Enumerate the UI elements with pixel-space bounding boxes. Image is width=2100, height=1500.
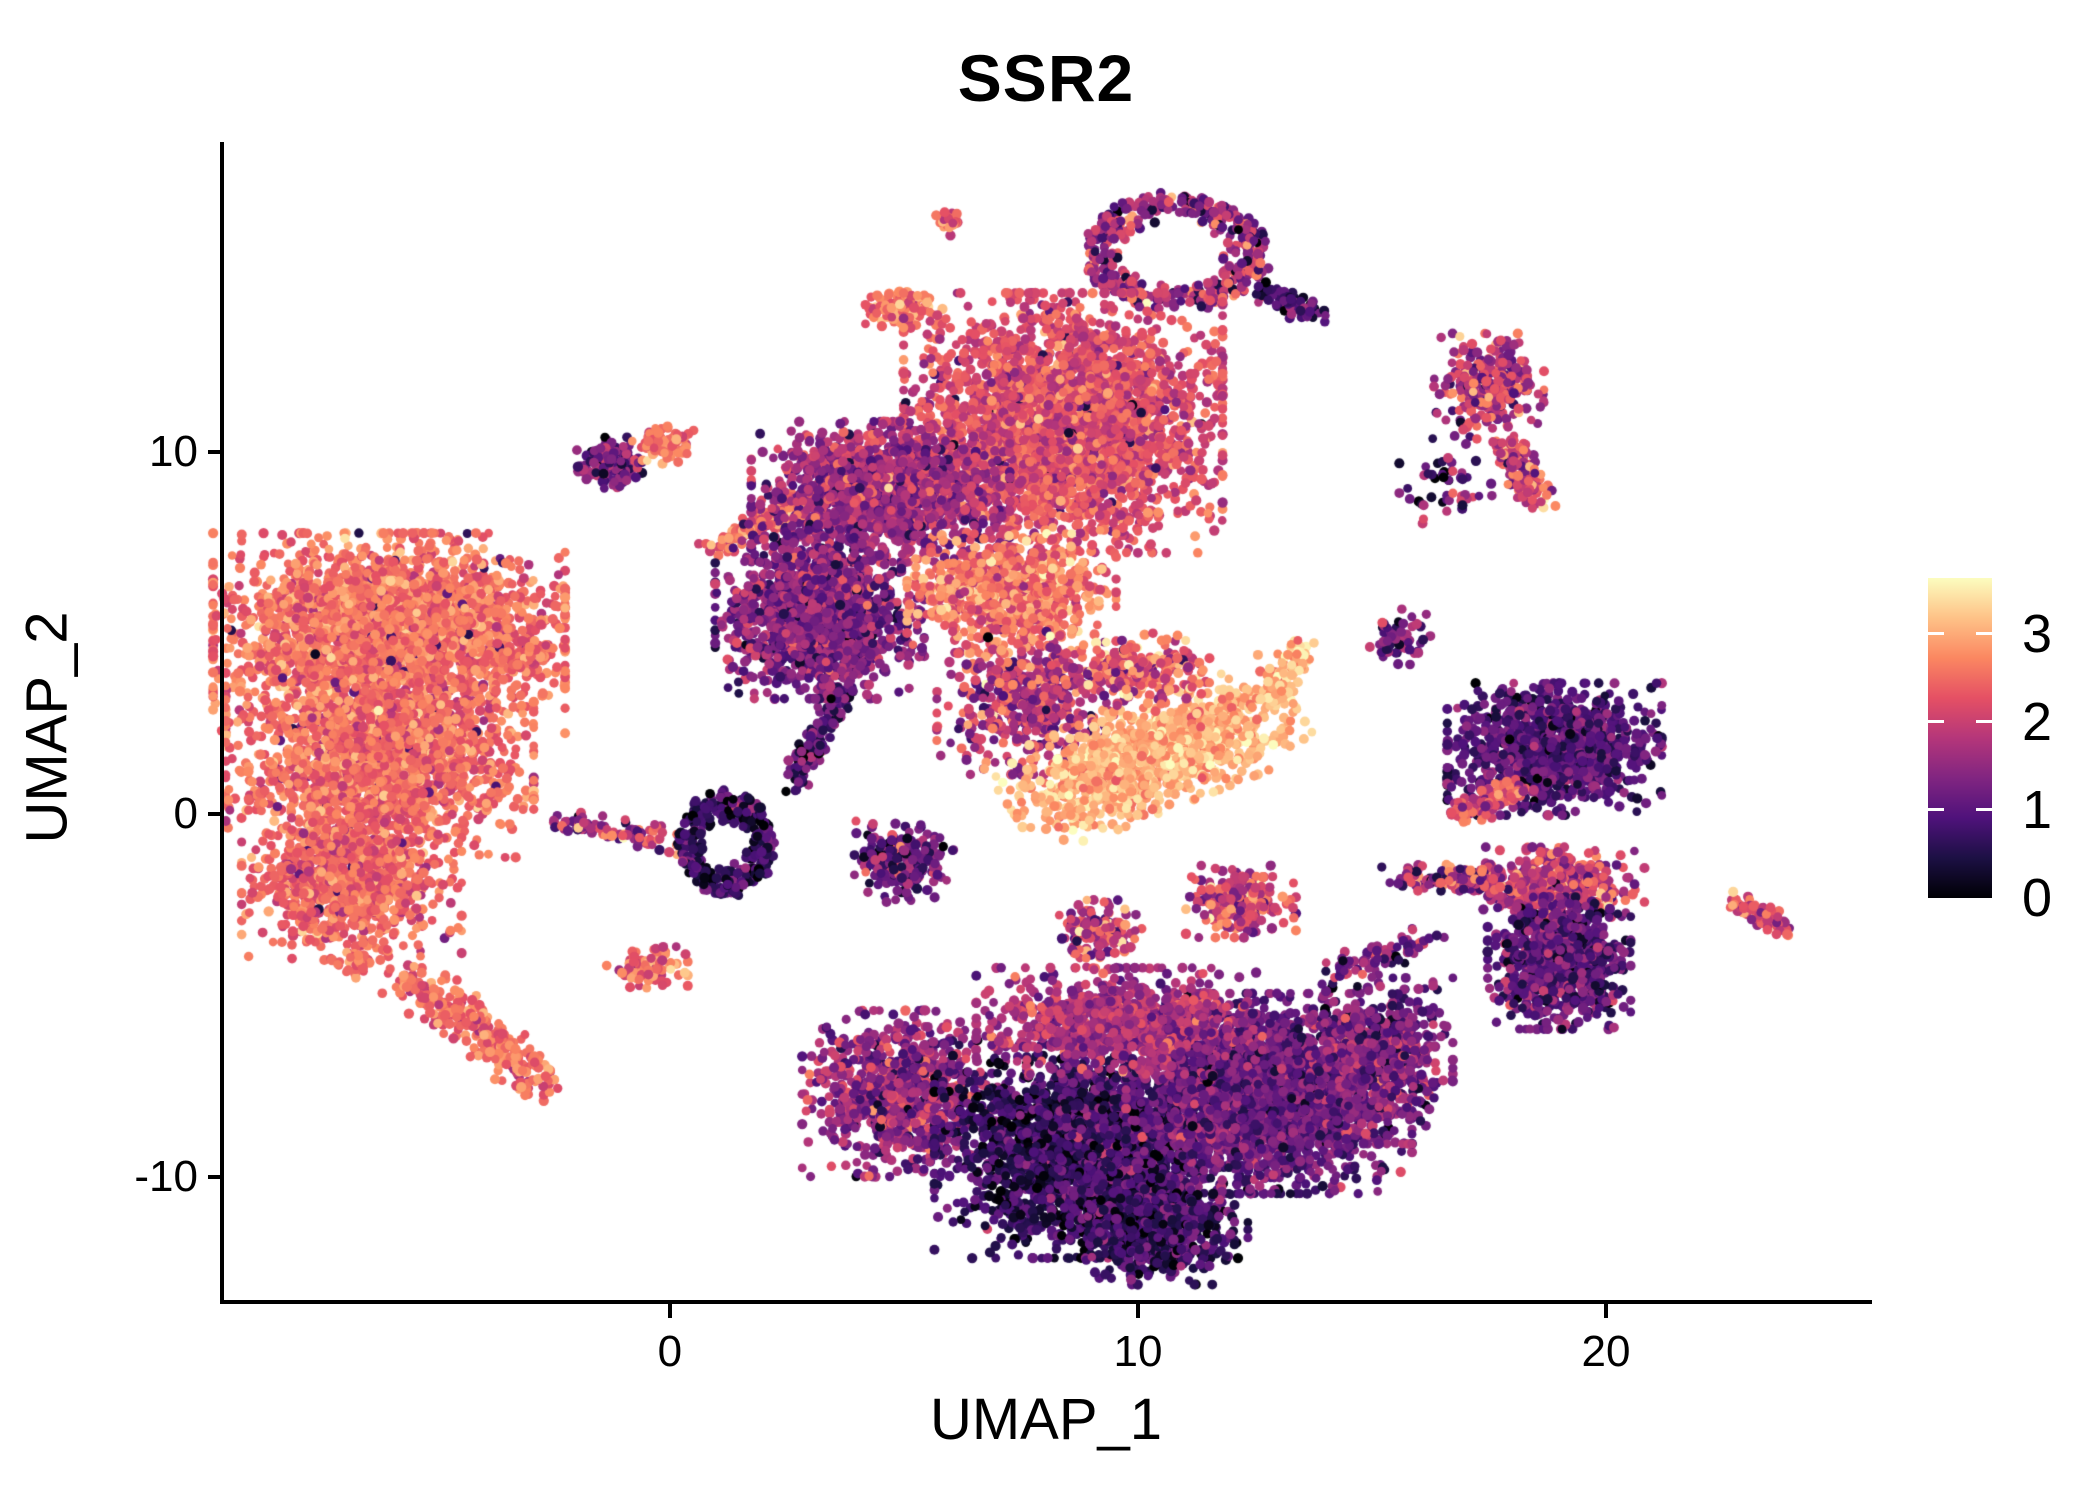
y-axis-title: UMAP_2 xyxy=(14,611,80,844)
colorbar-tick-mark xyxy=(1928,632,1944,636)
y-tick-label: 0 xyxy=(173,789,198,839)
colorbar-tick-mark xyxy=(1976,632,1992,636)
x-axis-title: UMAP_1 xyxy=(929,1387,1163,1452)
colorbar xyxy=(1928,578,1992,898)
y-tick-label: -10 xyxy=(134,1151,198,1201)
colorbar-tick-mark xyxy=(1928,808,1944,812)
colorbar-tick-mark xyxy=(1928,720,1944,724)
colorbar-tick-label: 3 xyxy=(2022,603,2053,664)
x-tick-label: 10 xyxy=(1113,1327,1163,1376)
x-tick-label: 20 xyxy=(1581,1327,1631,1376)
y-tick-label: 10 xyxy=(149,426,198,476)
x-tick-mark xyxy=(1604,1304,1609,1318)
colorbar-gradient xyxy=(1928,578,1992,898)
x-tick-label: 0 xyxy=(657,1327,683,1376)
y-tick-mark xyxy=(208,449,222,454)
colorbar-tick-label: 0 xyxy=(2022,868,2053,928)
colorbar-tick-label: 1 xyxy=(2022,779,2053,840)
colorbar-tick-mark xyxy=(1976,808,1992,812)
colorbar-tick-label: 2 xyxy=(2022,691,2053,752)
colorbar-tick-mark xyxy=(1976,720,1992,724)
y-tick-mark xyxy=(208,812,222,817)
y-tick-mark xyxy=(208,1174,222,1179)
x-tick-mark xyxy=(1135,1304,1140,1318)
x-tick-mark xyxy=(667,1304,672,1318)
y-axis-line xyxy=(220,142,224,1304)
x-axis-line xyxy=(220,1300,1872,1304)
